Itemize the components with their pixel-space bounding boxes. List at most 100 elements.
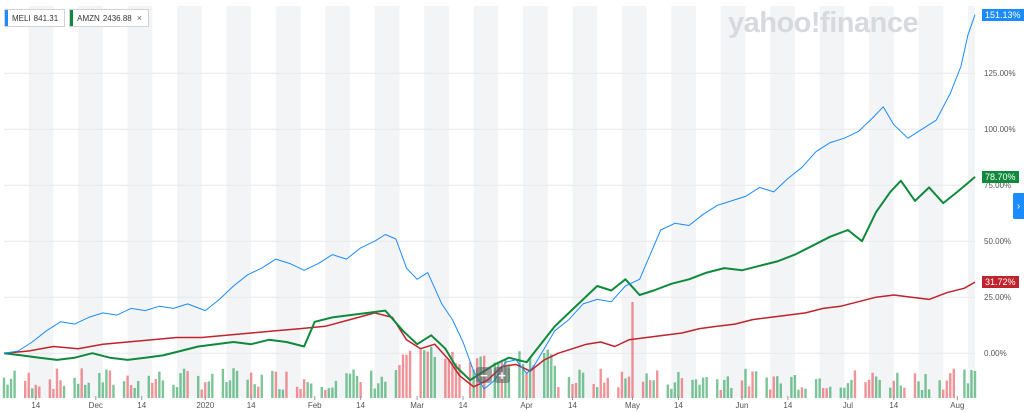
volume-bar: [348, 373, 352, 398]
volume-bar: [624, 378, 627, 398]
volume-bar: [232, 368, 235, 398]
zoom-out-button[interactable]: −: [476, 367, 492, 383]
y-axis-labels: 0.00% 25.00% 50.00% 75.00% 100.00% 125.00%: [984, 69, 1016, 358]
volume-bar: [154, 379, 158, 398]
volume-bar: [843, 387, 846, 398]
volume-bar: [327, 388, 331, 398]
volume-bar: [701, 377, 705, 398]
volume-bar: [6, 384, 9, 398]
volume-bar: [952, 368, 956, 398]
x-tick-label: Mar: [410, 401, 424, 410]
volume-bar: [818, 378, 821, 398]
volume-bar: [705, 377, 708, 398]
volume-bar: [451, 351, 454, 398]
volume-bar: [776, 376, 779, 398]
grid-lines: [4, 72, 975, 354]
volume-bar: [426, 351, 429, 398]
volume-bar: [151, 382, 154, 398]
volume-bar: [9, 378, 13, 398]
y-tick-label: 100.00%: [984, 125, 1016, 134]
volume-bar: [394, 370, 398, 398]
volume-bar: [949, 373, 952, 398]
close-icon[interactable]: ×: [136, 13, 142, 23]
volume-bar: [299, 388, 302, 398]
volume-bar: [896, 372, 899, 398]
volume-bar: [246, 379, 249, 398]
x-tick-label: 14: [568, 401, 577, 410]
volume-bar: [253, 384, 256, 398]
legend-chip-amzn[interactable]: AMZN 2436.88 ×: [69, 9, 149, 27]
volume-bar: [938, 380, 941, 398]
volume-bar: [567, 377, 571, 398]
volume-bar: [430, 346, 433, 398]
volume-bar: [27, 372, 30, 398]
x-tick-label: 14: [674, 401, 683, 410]
amzn-price: 2436.88: [102, 13, 132, 23]
volume-bar: [772, 376, 775, 398]
y-tick-label: 75.00%: [984, 181, 1011, 190]
volume-bar: [892, 380, 895, 398]
volume-bar: [532, 365, 535, 398]
volume-bar: [55, 368, 59, 398]
volume-bar: [370, 370, 373, 398]
x-tick-label: 14: [31, 401, 40, 410]
volume-bar: [617, 387, 620, 398]
volume-bar: [666, 384, 670, 398]
volume-bar: [716, 379, 719, 398]
volume-bar: [447, 359, 451, 398]
volume-bar: [829, 386, 832, 398]
volume-bar: [839, 387, 843, 398]
volume-bar: [98, 372, 101, 398]
volume-bar: [73, 377, 76, 398]
volume-bar: [790, 376, 793, 398]
volume-bar: [528, 356, 532, 398]
volume-bar: [913, 373, 917, 398]
volume-bar: [550, 354, 553, 398]
volume-bar: [765, 377, 768, 398]
x-axis-labels: 14 Dec 14 2020 14 Feb 14 Mar 14 Apr 14 May 14 Jun 14 Ju…: [31, 396, 964, 410]
volume-bar: [641, 381, 645, 398]
volume-bar: [23, 380, 27, 398]
volume-bar: [260, 374, 263, 398]
volume-bar: [627, 376, 631, 398]
volume-bar: [274, 371, 278, 398]
volume-bar: [793, 375, 797, 398]
volume-bar: [182, 368, 186, 398]
volume-bar: [80, 368, 83, 398]
week-band: [967, 6, 975, 398]
volume-bar: [673, 382, 677, 398]
volume-bar: [221, 368, 225, 398]
meli-swatch: [5, 10, 8, 26]
x-tick-label: 14: [247, 401, 256, 410]
volume-bar: [207, 381, 210, 398]
volume-bar: [574, 382, 578, 398]
volume-bar: [352, 369, 355, 398]
volume-bar: [645, 373, 648, 398]
legend-chip-meli[interactable]: MELI 841.31: [4, 9, 66, 27]
week-band: [671, 6, 697, 398]
x-tick-label: Apr: [520, 401, 533, 410]
y-tick-label: 25.00%: [984, 293, 1011, 302]
volume-bar: [578, 369, 581, 398]
volume-bar: [874, 376, 878, 398]
week-band: [28, 6, 54, 398]
volume-bar: [377, 383, 380, 398]
volume-bar: [302, 379, 306, 398]
volume-bar: [225, 382, 228, 398]
volume-bar: [458, 364, 461, 398]
x-tick-label: Aug: [950, 401, 964, 410]
week-band: [127, 6, 153, 398]
volume-bar: [631, 302, 634, 398]
volume-bar: [359, 382, 362, 398]
volume-bar: [444, 358, 447, 398]
chevron-right-icon[interactable]: ›: [1013, 193, 1024, 219]
volume-bar: [595, 387, 599, 398]
volume-bar: [518, 351, 521, 398]
volume-bar: [942, 389, 945, 398]
week-band: [424, 6, 449, 398]
value-tag-meli: 151.13%: [982, 8, 1024, 21]
zoom-in-button[interactable]: +: [494, 367, 510, 383]
x-tick-label: Feb: [308, 401, 322, 410]
volume-bar: [606, 377, 609, 398]
